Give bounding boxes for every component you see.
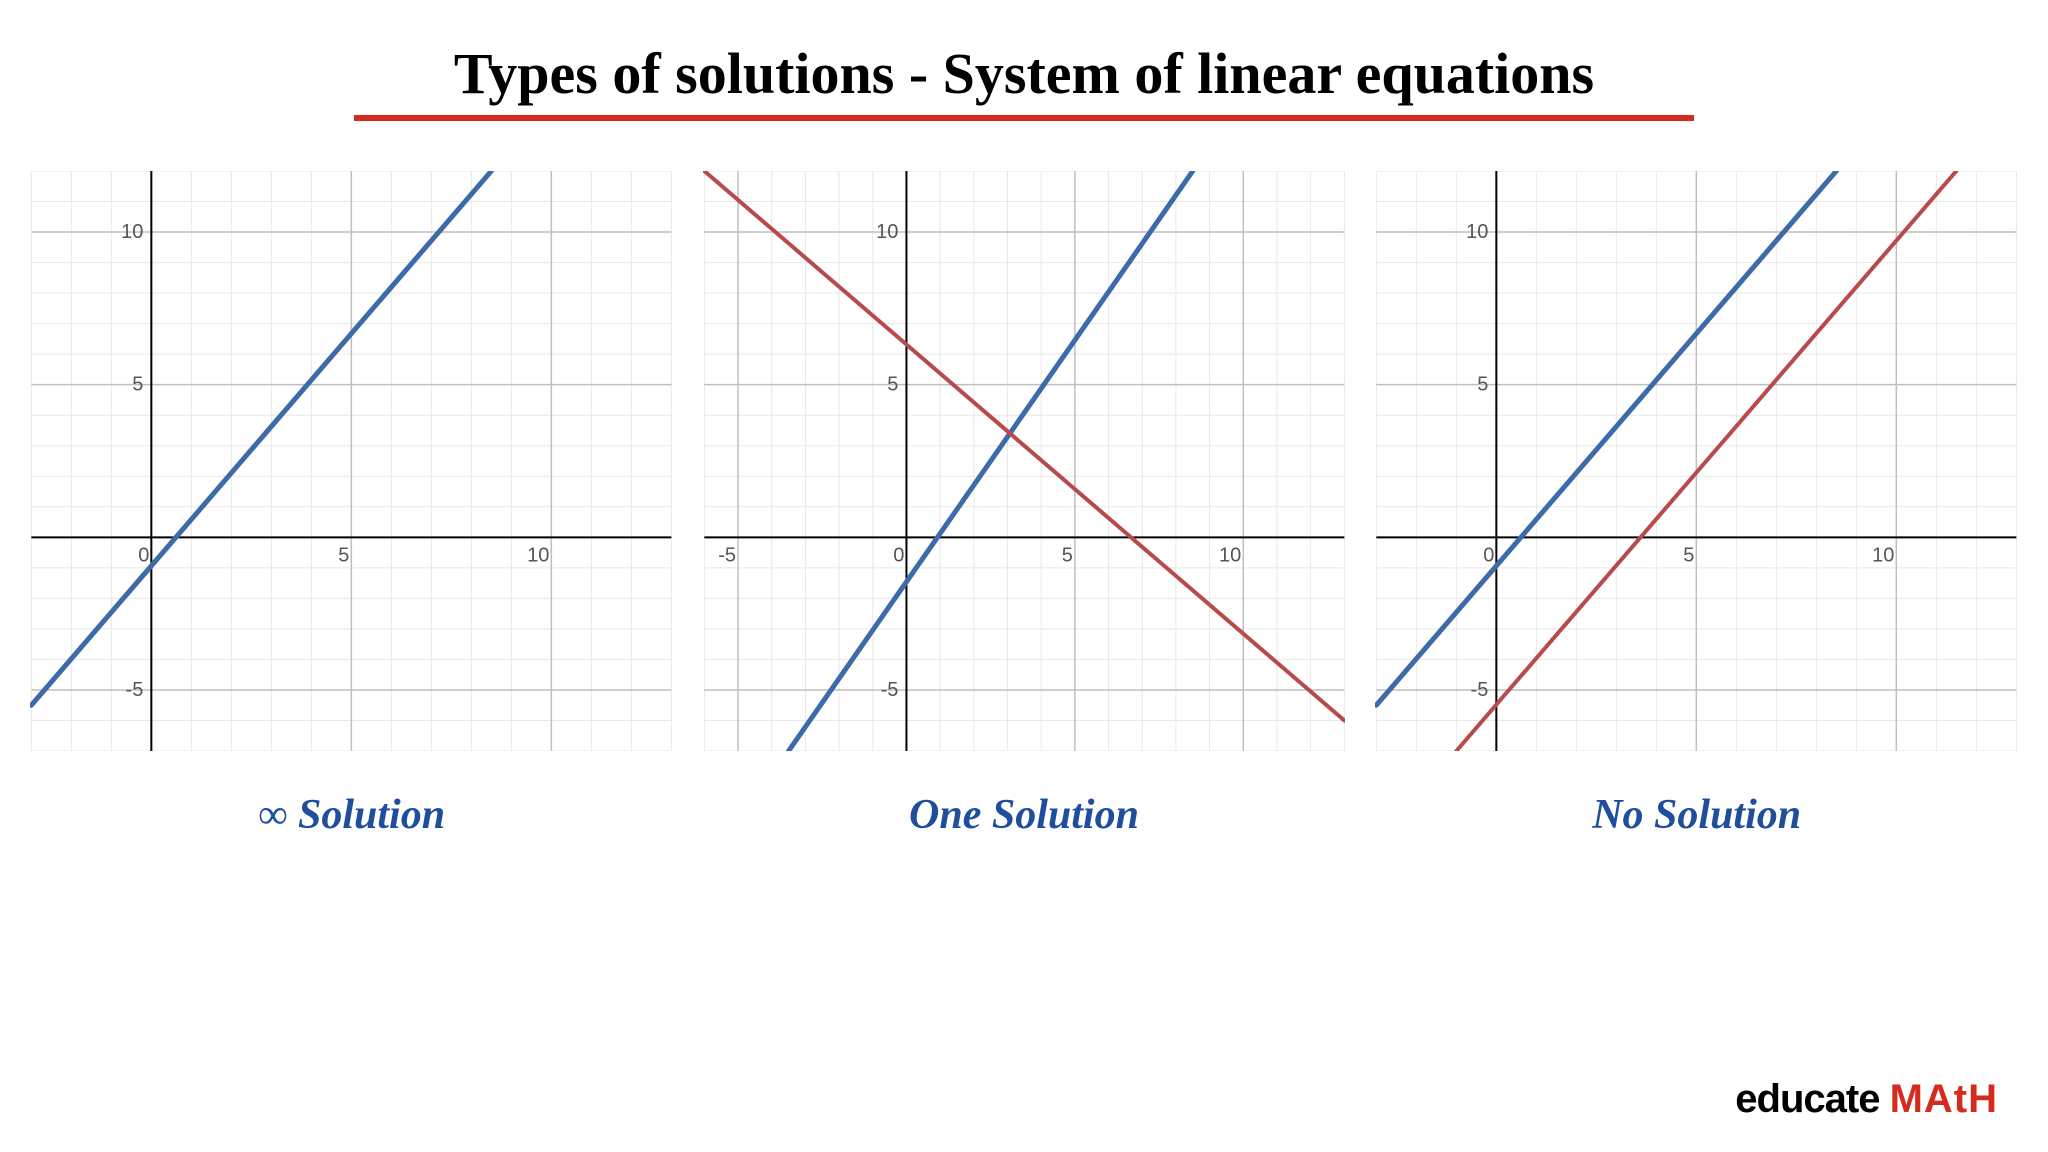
logo: educate MAtH xyxy=(1735,1077,1998,1122)
panel-one: -5 0 5 10 -5 5 10 One Solution xyxy=(703,171,1346,839)
caption-infinite: ∞ Solution xyxy=(258,791,446,839)
svg-text:0: 0 xyxy=(1484,544,1495,566)
svg-text:-5: -5 xyxy=(718,544,736,566)
chart-infinite: 0 5 10 -5 5 10 xyxy=(30,171,673,751)
svg-text:10: 10 xyxy=(527,544,549,566)
svg-text:10: 10 xyxy=(1466,221,1488,243)
svg-text:10: 10 xyxy=(876,221,898,243)
svg-text:5: 5 xyxy=(887,374,898,396)
svg-text:-5: -5 xyxy=(1471,679,1489,701)
svg-text:5: 5 xyxy=(1061,544,1072,566)
svg-text:5: 5 xyxy=(1684,544,1695,566)
svg-text:5: 5 xyxy=(132,374,143,396)
panel-none: 0 5 10 -5 5 10 No Solution xyxy=(1375,171,2018,839)
svg-text:10: 10 xyxy=(121,221,143,243)
svg-text:0: 0 xyxy=(138,544,149,566)
svg-text:-5: -5 xyxy=(126,679,144,701)
chart-none: 0 5 10 -5 5 10 xyxy=(1375,171,2018,751)
svg-text:5: 5 xyxy=(338,544,349,566)
svg-text:5: 5 xyxy=(1478,374,1489,396)
caption-none: No Solution xyxy=(1592,791,1801,839)
title-container: Types of solutions - System of linear eq… xyxy=(0,0,2048,121)
svg-text:10: 10 xyxy=(1872,544,1894,566)
page-title: Types of solutions - System of linear eq… xyxy=(454,40,1594,107)
logo-educate: educate xyxy=(1735,1077,1889,1121)
chart-one: -5 0 5 10 -5 5 10 xyxy=(703,171,1346,751)
svg-text:0: 0 xyxy=(893,544,904,566)
svg-text:10: 10 xyxy=(1219,544,1241,566)
logo-math: MAtH xyxy=(1890,1077,1998,1121)
caption-one: One Solution xyxy=(909,791,1139,839)
charts-row: 0 5 10 -5 5 10 ∞ Solution -5 0 5 10 -5 5 10 One Sol… xyxy=(0,121,2048,839)
panel-infinite: 0 5 10 -5 5 10 ∞ Solution xyxy=(30,171,673,839)
svg-text:-5: -5 xyxy=(880,679,898,701)
